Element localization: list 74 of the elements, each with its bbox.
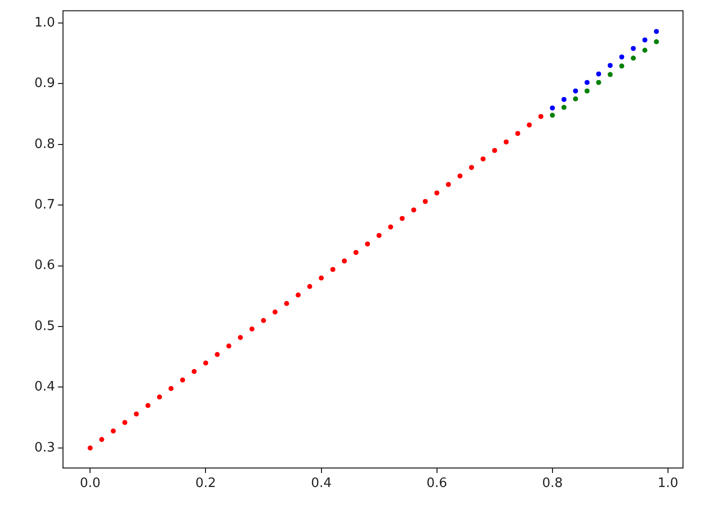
point [110, 428, 116, 434]
point [630, 46, 636, 51]
y-tick-label: 0.3 [34, 440, 55, 456]
point [388, 224, 394, 230]
x-tick-label: 0.4 [310, 476, 332, 492]
point [457, 173, 462, 178]
point [284, 300, 290, 306]
point [619, 54, 624, 60]
point [526, 122, 532, 128]
y-tick-label: 0.9 [34, 76, 55, 92]
point [550, 112, 555, 118]
point [134, 411, 139, 416]
point [192, 368, 197, 374]
point [203, 360, 208, 366]
point [400, 216, 405, 221]
y-tick-label: 0.8 [34, 136, 55, 152]
point [469, 164, 474, 170]
point [619, 64, 624, 69]
point [654, 28, 659, 34]
point [584, 80, 590, 85]
y-tick-label: 1.0 [34, 15, 55, 30]
point [654, 39, 659, 44]
point [608, 62, 613, 68]
point [99, 436, 104, 442]
point [630, 56, 636, 61]
point [550, 105, 555, 110]
point [642, 48, 648, 53]
point [446, 182, 451, 187]
y-tick-label: 0.5 [34, 318, 55, 334]
point [561, 104, 566, 110]
x-tick-label: 0.2 [195, 476, 216, 492]
point [584, 88, 590, 94]
point [492, 148, 498, 153]
point [214, 352, 220, 357]
point [561, 96, 566, 102]
point [480, 156, 486, 162]
y-tick-label: 0.4 [34, 380, 55, 395]
point [318, 275, 324, 280]
point [145, 402, 150, 408]
point [342, 258, 347, 264]
point [573, 88, 578, 94]
point [168, 386, 174, 391]
y-tick-label: 0.6 [34, 258, 55, 274]
point [365, 241, 370, 246]
point [330, 266, 336, 272]
point [538, 114, 544, 119]
point [88, 445, 93, 450]
point [261, 318, 266, 323]
x-tick-label: 0.8 [542, 476, 563, 492]
point [596, 71, 602, 76]
point [238, 334, 243, 340]
x-tick-label: 0.0 [80, 476, 100, 492]
point [504, 139, 509, 144]
point [180, 377, 186, 382]
point [249, 326, 254, 332]
point [307, 284, 312, 289]
point [226, 343, 232, 348]
point [376, 232, 382, 238]
point [296, 292, 301, 298]
point [596, 80, 602, 85]
point [573, 96, 578, 102]
point [608, 72, 613, 78]
point [122, 420, 128, 425]
point [515, 130, 520, 136]
point [272, 309, 278, 314]
point [422, 198, 428, 204]
point [353, 250, 358, 255]
x-tick-label: 0.6 [426, 476, 448, 492]
x-tick-label: 1.0 [658, 476, 678, 492]
y-tick-label: 0.7 [34, 197, 55, 212]
point [156, 394, 162, 400]
point [434, 190, 440, 196]
point [411, 207, 416, 212]
point [642, 37, 648, 42]
